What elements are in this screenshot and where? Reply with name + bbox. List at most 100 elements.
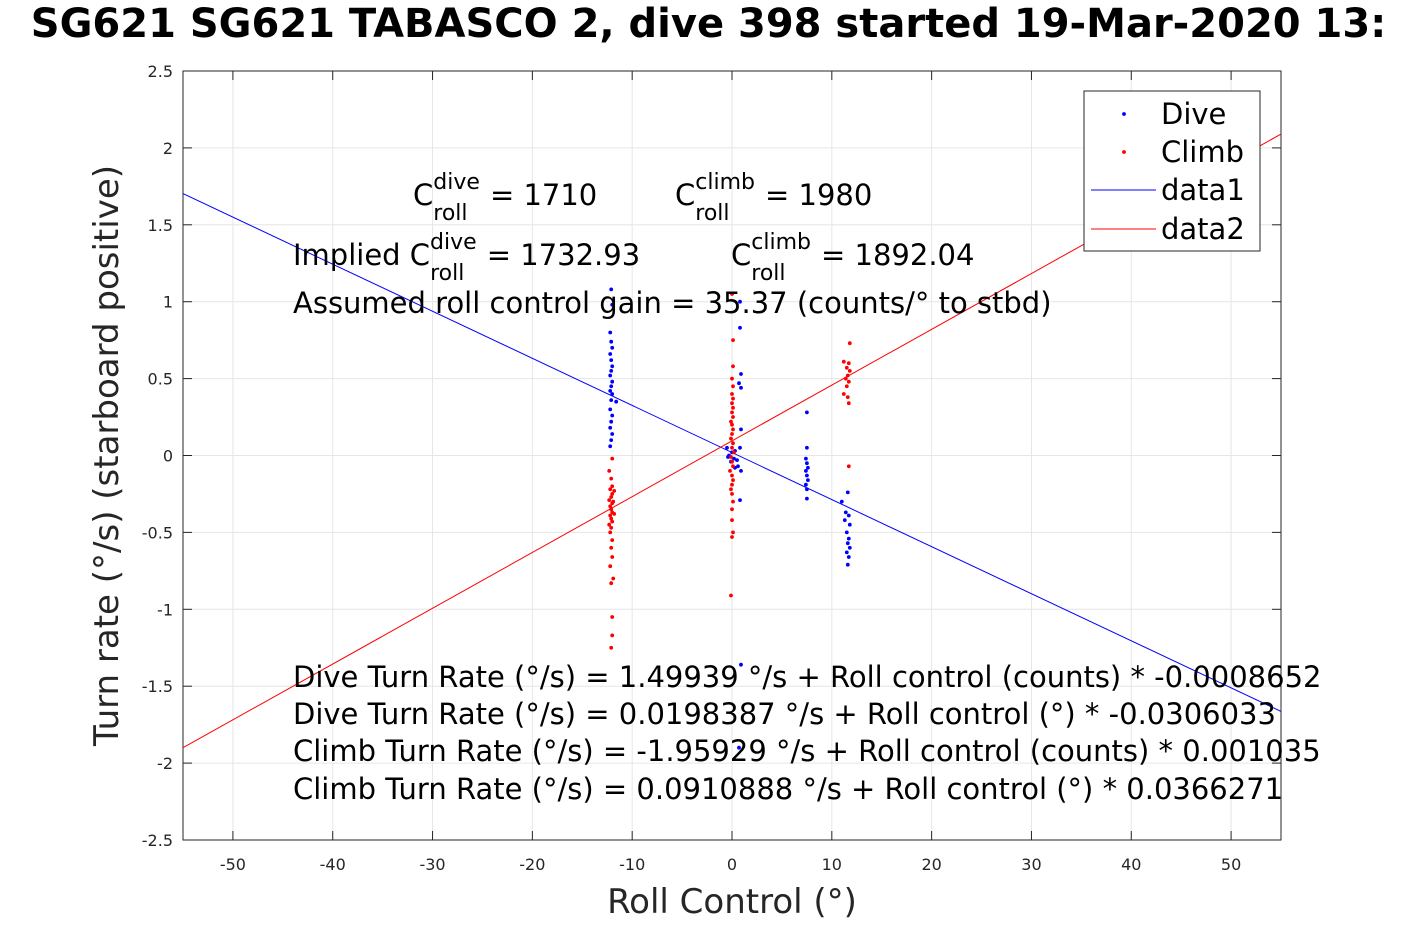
climb-point (846, 361, 851, 366)
dive-point (846, 555, 851, 559)
climb-point (611, 499, 616, 504)
climb-point (729, 455, 733, 459)
legend-point-swatch (1122, 112, 1126, 116)
legend-box (1083, 90, 1261, 252)
legend-entry-label: data1 (1161, 173, 1245, 207)
climb-point (609, 476, 614, 481)
legend-entry-label: Dive (1161, 97, 1226, 131)
climb-point (610, 555, 615, 559)
climb-point (609, 495, 614, 499)
dive-point (804, 456, 808, 461)
dive-point (608, 373, 613, 378)
dive-point (610, 413, 615, 418)
climb-point (730, 507, 734, 512)
x-tick-label: -10 (619, 855, 645, 874)
climb-point (610, 492, 615, 496)
data-points (607, 287, 852, 750)
coefficient-annotation: Cdive roll= 1710 (413, 170, 597, 226)
y-tick-label: 0 (163, 447, 173, 466)
climb-point (610, 633, 615, 638)
dive-point (608, 425, 613, 430)
climb-point (847, 369, 852, 373)
dive-point (844, 530, 849, 535)
dive-point (609, 438, 614, 442)
y-tick-label: 0.5 (148, 370, 173, 389)
y-tick-label: -1.5 (142, 677, 173, 696)
dive-point (739, 469, 743, 473)
dive-point (609, 369, 614, 373)
x-tick-label: 50 (1221, 855, 1241, 874)
x-tick-label: 0 (727, 855, 737, 874)
legend-entry-label: Climb (1161, 135, 1244, 169)
dive-point (609, 419, 614, 424)
climb-point (730, 376, 734, 381)
coefficient-annotation: Implied Cdive roll= 1732.93 (293, 230, 640, 286)
dive-point (608, 352, 613, 356)
climb-point (612, 512, 617, 516)
y-axis-label: Turn rate (°/s) (starboard positive) (87, 165, 127, 747)
y-tick-label: -2.5 (142, 831, 173, 850)
dive-point (739, 427, 743, 432)
y-tick-label: -1 (157, 600, 173, 619)
climb-point (730, 459, 734, 464)
climb-point (731, 415, 735, 419)
climb-point (730, 492, 734, 496)
dive-point (608, 444, 613, 449)
dive-point (845, 490, 850, 495)
dive-point (739, 372, 743, 376)
dive-point (732, 456, 736, 461)
climb-point (608, 487, 613, 492)
climb-point (730, 410, 734, 415)
climb-point (731, 364, 735, 369)
climb-point (610, 615, 615, 619)
climb-point (729, 419, 733, 424)
legend-point-swatch (1122, 150, 1126, 154)
dive-point (847, 545, 852, 550)
dive-point (805, 473, 809, 478)
climb-point (731, 478, 735, 482)
x-tick-label: -40 (320, 855, 346, 874)
tick-layer: -50 -40 -30 -20 -10 0 10 20 30 40 50-2.5-2-1.5-1-0… (142, 62, 1281, 874)
climb-point (609, 645, 614, 650)
climb-point (730, 422, 734, 427)
climb-point (610, 456, 615, 461)
dive-point (738, 498, 742, 502)
dive-point (725, 445, 729, 450)
dive-point (839, 499, 844, 504)
climb-point (841, 392, 846, 396)
climb-point (609, 525, 614, 530)
dive-point (843, 510, 848, 515)
climb-point (730, 473, 734, 478)
climb-point (846, 464, 851, 469)
climb-point (844, 365, 849, 370)
regression-annotation: Dive Turn Rate (°/s) = 1.49939 °/s + Rol… (293, 660, 1321, 694)
dive-point (738, 325, 742, 330)
climb-point (729, 436, 733, 441)
dive-point (610, 392, 615, 396)
dive-point (610, 379, 615, 384)
dive-point (735, 458, 739, 462)
dive-point (806, 465, 810, 470)
climb-point (609, 516, 614, 521)
dive-point (610, 432, 615, 436)
climb-point (731, 338, 735, 342)
climb-point (730, 535, 734, 539)
climb-point (609, 545, 614, 550)
dive-point (804, 482, 808, 487)
dive-point (738, 299, 742, 304)
dive-point (806, 478, 810, 482)
climb-point (846, 379, 851, 384)
climb-point (731, 530, 735, 535)
climb-point (609, 581, 614, 586)
climb-point (731, 499, 735, 504)
coefficient-annotation: Cclimb roll= 1892.04 (731, 230, 974, 286)
dive-point (805, 445, 809, 450)
y-tick-label: -2 (157, 754, 173, 773)
climb-point (845, 395, 850, 399)
climb-point (610, 484, 615, 489)
x-axis-label: Roll Control (°) (607, 882, 857, 922)
climb-point (730, 432, 734, 436)
annotations: Cdive roll= 1710 Cclimb roll= 1980 Implied C… (293, 170, 1321, 806)
dive-point (842, 518, 847, 522)
